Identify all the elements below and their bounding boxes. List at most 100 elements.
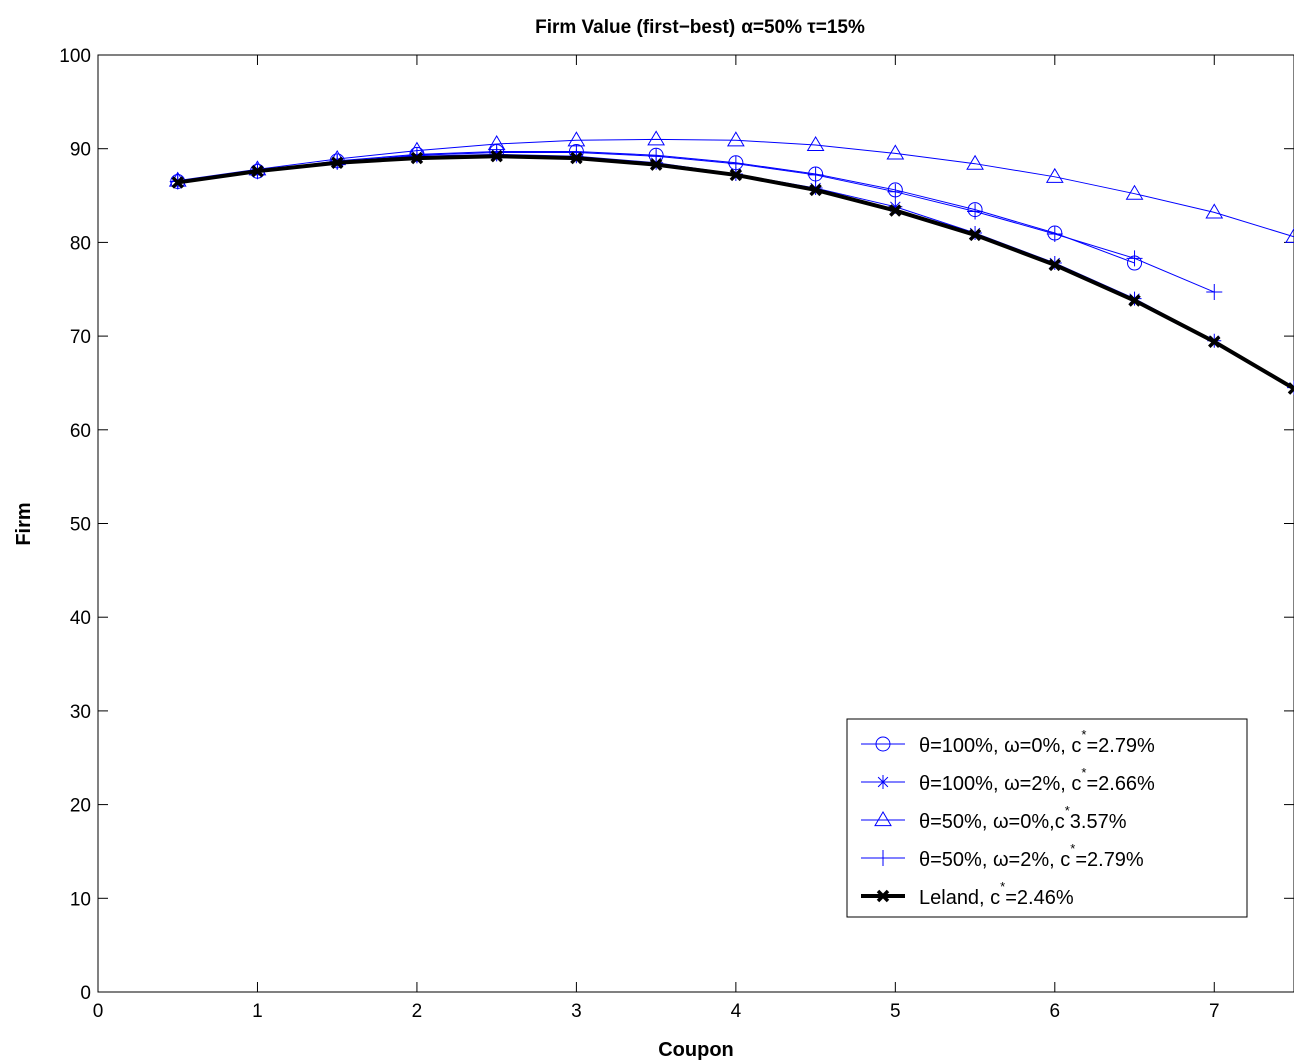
data-point [729, 168, 743, 182]
triangle-marker [1045, 167, 1064, 183]
data-point [726, 131, 745, 147]
data-point [648, 148, 665, 165]
triangle-marker [1285, 227, 1294, 243]
legend-label: θ=50%, ω=0%,c*3.57% [919, 803, 1127, 833]
x-tick-label: 1 [252, 1001, 263, 1022]
data-point [1048, 258, 1062, 272]
chart-title: Firm Value (first−best) α=50% τ=15% [535, 17, 865, 38]
legend-entry: θ=100%, ω=2%, c*=2.66% [861, 765, 1155, 795]
y-tick-label: 10 [70, 889, 91, 910]
legend-label-main: θ=100%, ω=2%, c [919, 773, 1081, 795]
triangle-marker [806, 135, 825, 152]
triangle-marker [647, 130, 666, 146]
legend-label-tail: =2.46% [1005, 887, 1074, 909]
x-marker [1208, 335, 1221, 348]
data-point [874, 811, 892, 827]
chart-title-main: Firm Value (first−best) [535, 17, 735, 38]
plus-marker [875, 850, 891, 866]
series-line [177, 138, 1294, 238]
data-point [875, 850, 891, 866]
legend-label-main: θ=50%, ω=2%, c [919, 849, 1070, 871]
x-marker [1287, 382, 1294, 395]
x-marker [809, 183, 822, 197]
data-point [490, 149, 503, 163]
x-marker [490, 149, 503, 163]
legend: θ=100%, ω=0%, c*=2.79%θ=100%, ω=2%, c*=2… [846, 718, 1248, 918]
x-marker [410, 151, 424, 165]
plus-marker [727, 155, 744, 172]
y-tick-label: 0 [80, 983, 91, 1004]
legend-label-sup: * [1065, 803, 1070, 818]
y-tick-label: 30 [70, 702, 91, 723]
data-point [886, 144, 905, 160]
legend-entry: θ=100%, ω=0%, c*=2.79% [861, 727, 1155, 757]
series [171, 149, 1294, 395]
data-point [1125, 184, 1144, 200]
legend-label-tail: =2.66% [1086, 773, 1155, 795]
x-tick-label: 2 [412, 1001, 423, 1022]
data-point [1128, 294, 1141, 307]
asterisk-marker [876, 775, 890, 789]
asterisk-marker [888, 199, 903, 214]
legend-label-tail: =2.79% [1075, 849, 1144, 871]
legend-entry: Leland, c*=2.46% [861, 879, 1074, 909]
x-marker [876, 889, 890, 903]
data-point [330, 156, 344, 169]
plus-marker [408, 147, 425, 164]
data-point [171, 176, 184, 189]
data-point [1126, 250, 1143, 267]
x-tick-label: 5 [890, 1001, 901, 1022]
legend-label-sup: * [1081, 765, 1086, 780]
data-point [968, 228, 982, 242]
y-tick-label: 100 [59, 46, 91, 67]
x-marker [251, 164, 264, 178]
legend-label-main: θ=100%, ω=0%, c [919, 735, 1081, 757]
data-point [1287, 382, 1294, 395]
x-marker [570, 151, 583, 165]
y-tick-label: 70 [70, 327, 91, 348]
data-point [966, 154, 984, 170]
data-point [1285, 227, 1294, 243]
legend-label: Leland, c*=2.46% [919, 879, 1074, 909]
plus-marker [648, 148, 665, 165]
data-point [887, 183, 904, 200]
y-tick-label: 60 [70, 421, 91, 442]
data-point [570, 151, 583, 165]
data-point [1046, 225, 1063, 242]
legend-label: θ=100%, ω=0%, c*=2.79% [919, 727, 1155, 757]
data-point [1208, 335, 1221, 348]
triangle-marker [1125, 184, 1144, 200]
y-tick-label: 20 [70, 796, 91, 817]
legend-label-sup: * [1000, 879, 1005, 894]
legend-entry: θ=50%, ω=2%, c*=2.79% [861, 841, 1144, 871]
data-point [647, 130, 666, 146]
legend-label-main: Leland, c [919, 887, 1000, 909]
legend-label-tail: 3.57% [1070, 811, 1127, 833]
x-marker [968, 228, 982, 242]
triangle-marker [874, 811, 892, 827]
data-point [1205, 203, 1224, 219]
legend-label: θ=50%, ω=2%, c*=2.79% [919, 841, 1144, 871]
data-point [649, 158, 663, 171]
legend-box [846, 718, 1248, 918]
data-point [251, 164, 264, 178]
series-layer [168, 130, 1294, 395]
triangle-marker [726, 131, 745, 147]
triangle-marker [886, 144, 905, 160]
y-axis-title: Firm [13, 502, 35, 545]
data-point [876, 775, 890, 789]
data-point [875, 736, 891, 752]
legend-label: θ=100%, ω=2%, c*=2.66% [919, 765, 1155, 795]
data-point [1206, 284, 1223, 301]
plus-marker [1126, 250, 1143, 267]
legend-label-tail: =2.79% [1086, 735, 1155, 757]
triangle-marker [966, 154, 984, 170]
plus-marker [1046, 225, 1063, 242]
y-tick-label: 90 [70, 140, 91, 161]
triangle-marker [1205, 203, 1224, 219]
x-marker [171, 176, 184, 189]
y-tick-label: 80 [70, 233, 91, 254]
plus-marker [1206, 284, 1223, 301]
x-tick-label: 6 [1050, 1001, 1061, 1022]
